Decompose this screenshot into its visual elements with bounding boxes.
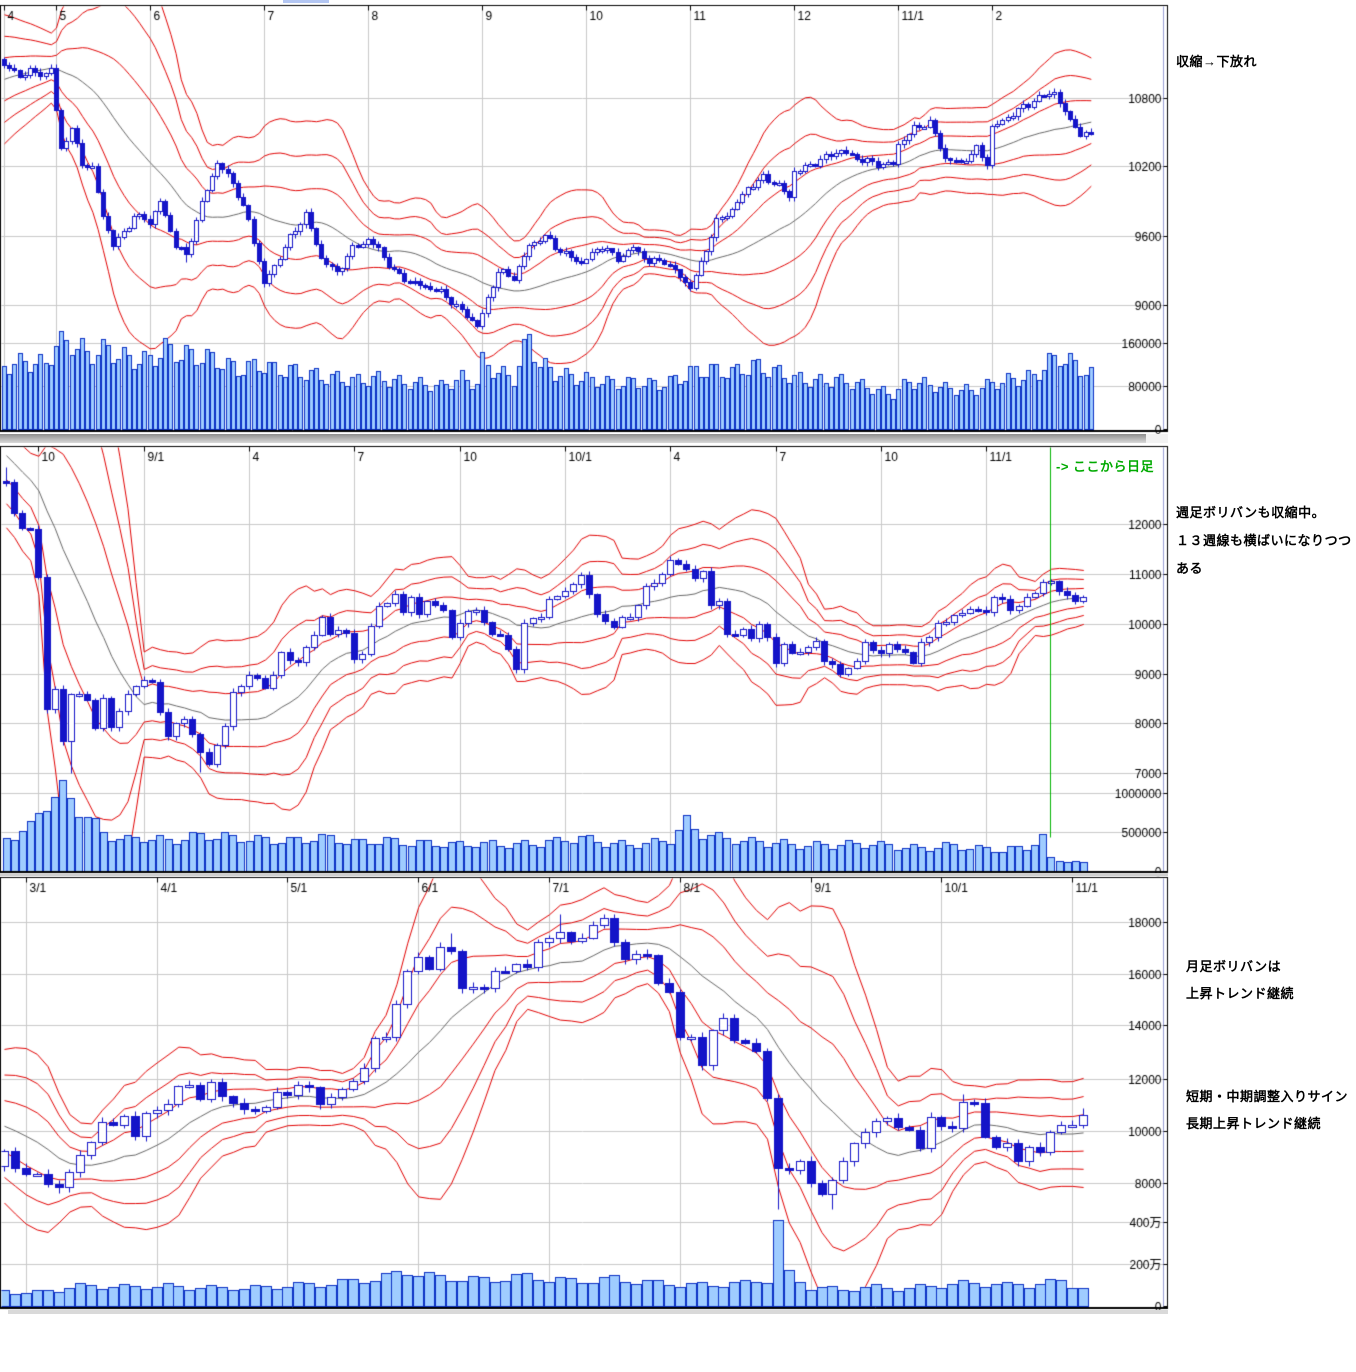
weekly-note-line: 週足ボリバンも収縮中。 <box>1176 505 1326 520</box>
weekly-chart-hscrollbar[interactable] <box>0 873 1168 876</box>
daily-start-marker-label: -> ここから日足 <box>1056 459 1155 474</box>
monthly-note-line: 月足ボリバンは <box>1186 959 1282 974</box>
weekly-chart-canvas[interactable] <box>0 445 1171 879</box>
monthly-note-line: 上昇トレンド継続 <box>1186 986 1295 1001</box>
weekly-note-line: １３週線も横ばいになりつつ <box>1176 533 1352 548</box>
weekly-note: 週足ボリバンも収縮中。 １３週線も横ばいになりつつ ある <box>1176 499 1352 583</box>
monthly-chart-hscrollbar[interactable] <box>8 1310 1168 1314</box>
monthly-chart-canvas[interactable] <box>0 876 1171 1315</box>
weekly-note-line: ある <box>1176 561 1204 576</box>
outlook-note: 短期・中期調整入りサイン 長期上昇トレンド継続 <box>1186 1083 1348 1137</box>
outlook-note-line: 短期・中期調整入りサイン <box>1186 1089 1349 1104</box>
hscrollbar-track-end[interactable] <box>1146 434 1168 443</box>
outlook-note-line: 長期上昇トレンド継続 <box>1186 1116 1322 1131</box>
window-edge-fragment <box>283 0 329 3</box>
daily-chart-canvas[interactable] <box>0 4 1171 438</box>
daily-chart-hscrollbar[interactable] <box>0 434 1168 443</box>
monthly-note: 月足ボリバンは 上昇トレンド継続 <box>1186 953 1294 1007</box>
daily-note: 収縮→下放れ <box>1176 54 1258 69</box>
